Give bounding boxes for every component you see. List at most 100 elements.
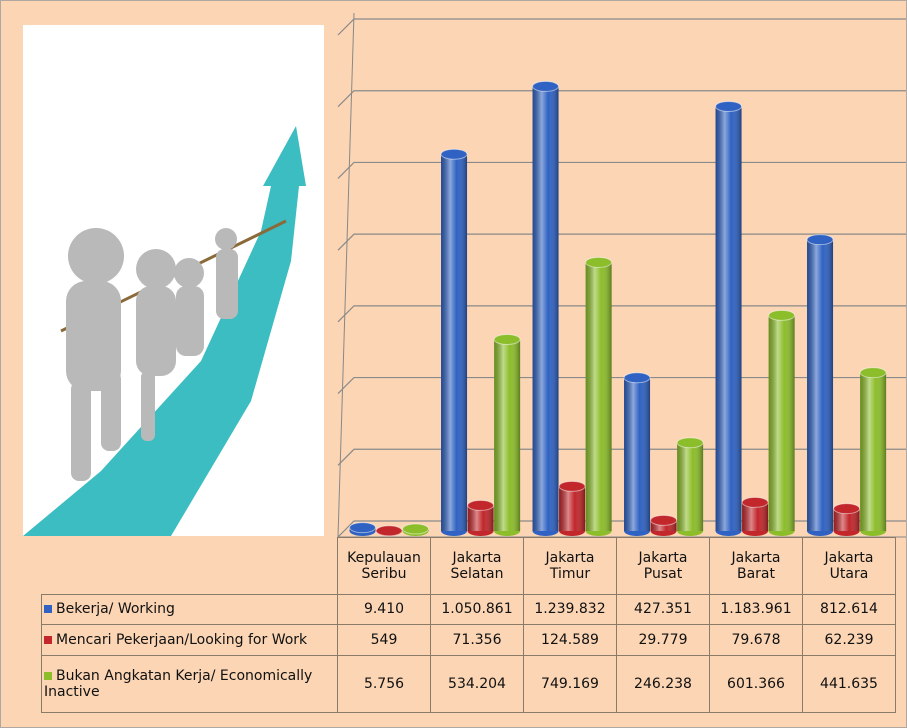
grid-line [337, 90, 906, 108]
bar-top [715, 100, 743, 112]
table-cell: Bukan Angkatan Kerja/ Economically Inact… [41, 654, 338, 713]
bar [440, 148, 468, 536]
bar-shine [768, 315, 795, 531]
series-row: Mencari Pekerjaan/Looking for Work 549 71.… [41, 623, 896, 656]
table-cell: 79.678 [709, 623, 803, 656]
table-cell: 246.238 [616, 654, 710, 713]
cell-text: Jakarta Timur [545, 549, 595, 582]
legend-swatch [44, 671, 52, 680]
table-cell: Jakarta Timur [523, 537, 617, 595]
table-cell [42, 538, 338, 595]
table-cell: Mencari Pekerjaan/Looking for Work [41, 623, 338, 656]
bar-top [440, 148, 468, 160]
table-cell: Kepulauan Seribu [337, 537, 431, 595]
bar-top [349, 522, 377, 534]
bar-shine [860, 372, 887, 531]
table-cell: Jakarta Utara [802, 537, 896, 595]
bar-top [375, 525, 403, 537]
bar [768, 309, 796, 536]
bar [833, 503, 861, 536]
table-cell: Bekerja/ Working [41, 593, 338, 625]
series-row: Bukan Angkatan Kerja/ Economically Inact… [41, 654, 896, 713]
cell-text: 79.678 [731, 631, 781, 648]
table-cell: 1.239.832 [523, 593, 617, 625]
table-cell: 9.410 [337, 593, 431, 625]
bar-shine [807, 239, 834, 531]
bar-top [585, 256, 613, 268]
bar-top [859, 367, 887, 379]
bar-top [676, 437, 704, 449]
cell-text: 124.589 [541, 631, 599, 648]
cell-text: 246.238 [634, 675, 692, 692]
bar [585, 256, 613, 536]
bar [558, 480, 586, 536]
table-cell: 534.204 [430, 654, 524, 713]
cell-text: Kepulauan Seribu [347, 549, 421, 582]
illustration [23, 25, 324, 536]
table-cell: Jakarta Selatan [430, 537, 524, 595]
table-cell: 1.183.961 [709, 593, 803, 625]
bar-shine [833, 508, 860, 531]
bar [623, 372, 651, 536]
table-cell: 812.614 [802, 593, 896, 625]
bar-shine [559, 486, 586, 531]
header-row: Kepulauan Seribu Jakarta Selatan Jakarta T… [42, 537, 896, 595]
table-cell: 29.779 [616, 623, 710, 656]
table-cell: Jakarta Pusat [616, 537, 710, 595]
table-cell: Jakarta Barat [709, 537, 803, 595]
legend-swatch [44, 605, 52, 613]
cell-text: 62.239 [824, 631, 874, 648]
bar-top [402, 523, 430, 535]
table-cell: 427.351 [616, 593, 710, 625]
table-cell: 441.635 [802, 654, 896, 713]
cell-text: Jakarta Barat [731, 549, 781, 582]
bar-top [741, 496, 769, 508]
grid-line [337, 18, 906, 36]
cell-text: Jakarta Selatan [450, 549, 504, 582]
cell-text: 29.779 [638, 631, 688, 648]
bar [741, 496, 769, 536]
table-cell: 62.239 [802, 623, 896, 656]
legend-swatch [44, 635, 52, 644]
bar [493, 333, 521, 536]
bar-top [493, 333, 521, 345]
cell-text: 1.183.961 [720, 601, 792, 617]
bar-shine [532, 86, 559, 531]
cell-text: 749.169 [541, 675, 599, 692]
bar [715, 100, 743, 536]
cell-text: 1.239.832 [534, 601, 606, 617]
bar [402, 523, 430, 536]
bar [349, 522, 377, 536]
cell-text: 812.614 [820, 601, 878, 617]
bar [806, 234, 834, 536]
cell-text: 441.635 [820, 675, 878, 692]
cell-text: 427.351 [634, 601, 692, 617]
table-cell: 549 [337, 623, 431, 656]
bar-top [532, 80, 560, 92]
bar-shine [585, 262, 612, 531]
bar-top [806, 234, 834, 246]
bar-top [833, 503, 861, 515]
bar-shine [677, 442, 704, 531]
table-cell: 749.169 [523, 654, 617, 713]
cell-text: 534.204 [448, 675, 506, 692]
bar [467, 499, 495, 536]
table-cell: 71.356 [430, 623, 524, 656]
cell-text: 9.410 [363, 601, 405, 617]
table-cell: 1.050.861 [430, 593, 524, 625]
bar-top [623, 372, 651, 384]
table-cell: 5.756 [337, 654, 431, 713]
bar [375, 525, 403, 537]
series-row: Bekerja/ Working 9.410 1.050.861 1.239.832 4… [41, 593, 896, 625]
bar [532, 80, 560, 536]
data-table: Kepulauan Seribu Jakarta Selatan Jakarta T… [41, 537, 896, 713]
cell-text: 601.366 [727, 675, 785, 692]
legend-label: Bekerja/ Working [56, 601, 175, 617]
bar [650, 514, 678, 536]
cell-text: Jakarta Pusat [638, 549, 688, 582]
bar-top [650, 514, 678, 526]
bar-shine [494, 339, 521, 531]
legend-label: Bukan Angkatan Kerja/ Economically Inact… [44, 667, 313, 700]
